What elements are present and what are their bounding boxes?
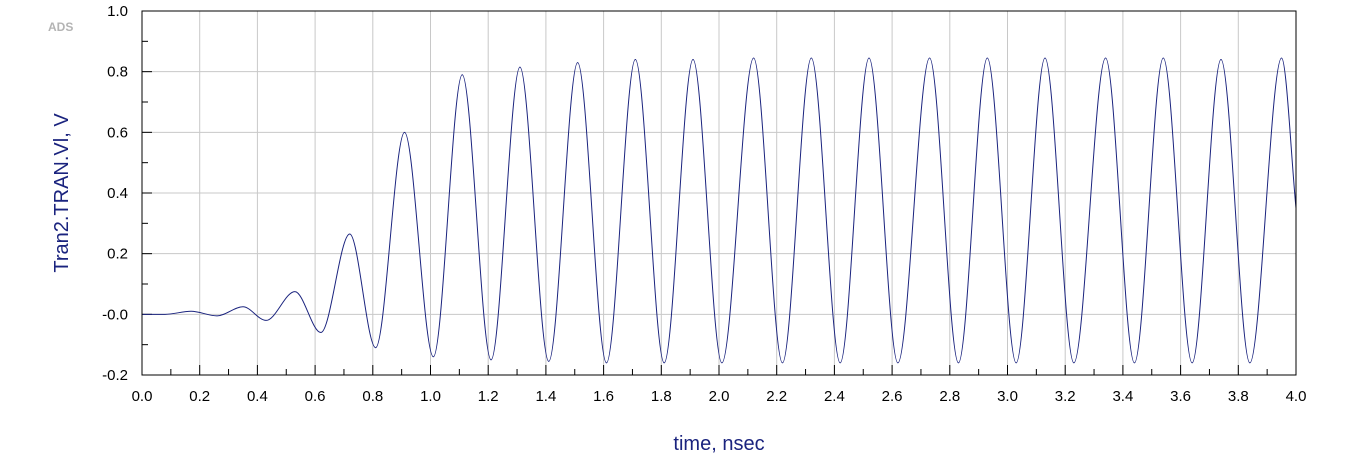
plot-area-frame	[141, 10, 1297, 376]
x-tick-label: 3.8	[1228, 388, 1249, 405]
x-tick-label: 3.2	[1055, 388, 1076, 405]
x-tick-label: 3.0	[997, 388, 1018, 405]
x-tick-label: 0.4	[247, 388, 268, 405]
x-tick-label: 0.0	[132, 388, 153, 405]
x-tick-label: 1.6	[593, 388, 614, 405]
plot-series	[142, 57, 1297, 364]
y-tick-label: 0.2	[107, 246, 128, 263]
x-tick-label: 3.6	[1170, 388, 1191, 405]
voltage-series-line	[142, 57, 1297, 364]
x-tick-label: 0.6	[305, 388, 326, 405]
x-tick-label: 4.0	[1286, 388, 1307, 405]
x-axis-tick-labels: 0.0 0.2 0.4 0.6 0.8 1.0 1.2 1.4 1.6 1.8 2.0 2.2 2.4 2…	[132, 388, 1307, 405]
y-tick-label: 1.0	[107, 3, 128, 20]
y-tick-label: 0.8	[107, 64, 128, 81]
y-tick-label: 0.6	[107, 124, 128, 141]
x-tick-label: 2.2	[766, 388, 787, 405]
y-axis-tick-labels: 1.0 0.8 0.6 0.4 0.2 -0.0 -0.2	[102, 3, 128, 384]
x-tick-label: 2.8	[939, 388, 960, 405]
x-tick-label: 1.4	[535, 388, 556, 405]
x-tick-label: 3.4	[1112, 388, 1133, 405]
y-tick-label: 0.4	[107, 185, 128, 202]
y-axis-title: Tran2.TRAN.Vl, V	[51, 113, 73, 273]
ads-logo: ADS	[48, 20, 73, 34]
x-tick-label: 2.0	[709, 388, 730, 405]
x-tick-label: 2.6	[882, 388, 903, 405]
y-tick-label: -0.0	[102, 306, 128, 323]
x-axis-title: time, nsec	[673, 433, 764, 455]
x-tick-label: 0.8	[362, 388, 383, 405]
plot-grid	[142, 11, 1296, 375]
x-tick-label: 2.4	[824, 388, 845, 405]
x-tick-label: 1.8	[651, 388, 672, 405]
y-tick-label: -0.2	[102, 367, 128, 384]
x-tick-label: 1.0	[420, 388, 441, 405]
x-tick-label: 1.2	[478, 388, 499, 405]
x-tick-label: 0.2	[189, 388, 210, 405]
